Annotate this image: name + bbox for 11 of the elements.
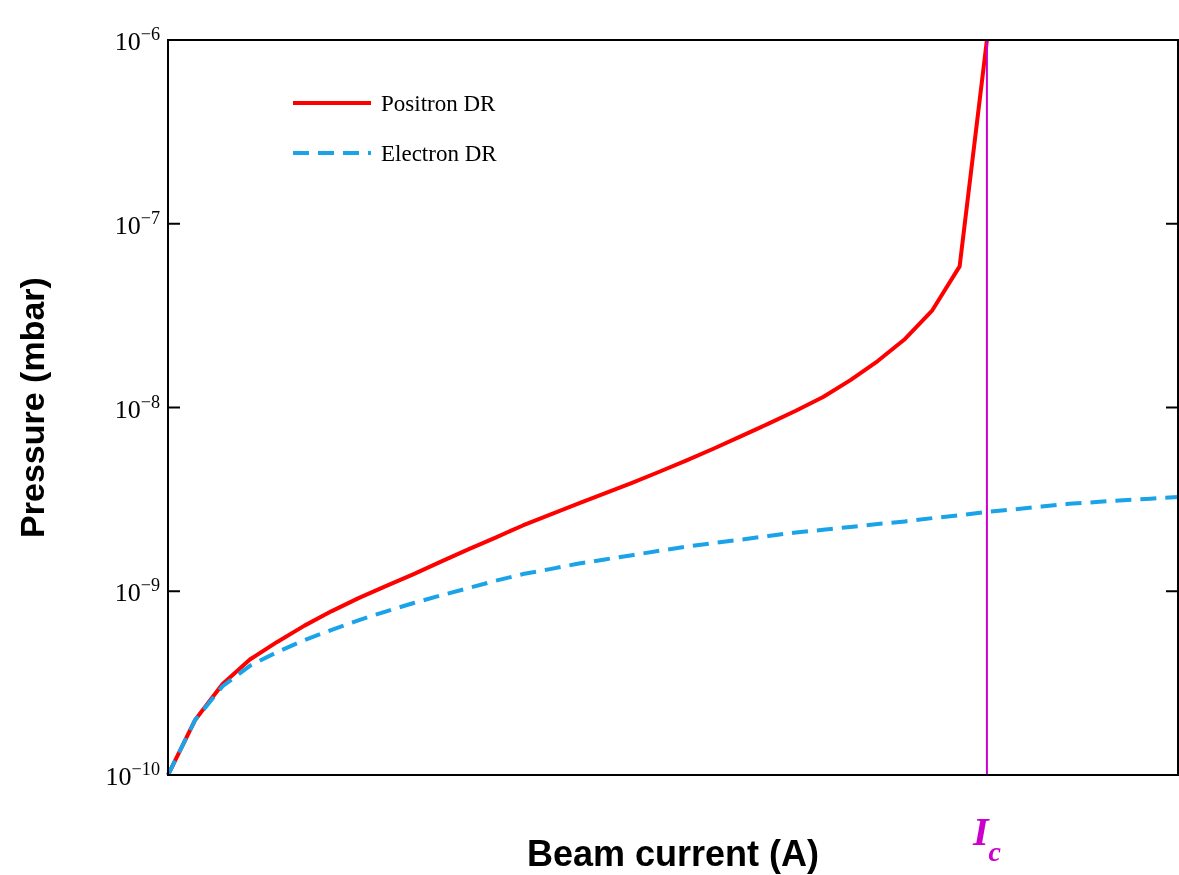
- y-tick-label: 10$^{−7}$: [114, 207, 160, 240]
- y-tick-label: 10$^{−8}$: [114, 391, 160, 424]
- y-tick-label: 10$^{−6}$: [114, 24, 160, 56]
- y-tick-label: 10$^{−9}$: [114, 575, 160, 608]
- line-series: [166, 494, 1179, 777]
- x-tick-label: I$_{c}$: [971, 809, 1002, 867]
- x-axis-title: Beam current (A): [526, 833, 820, 874]
- legend-label: Positron DR: [381, 91, 497, 116]
- y-tick-label: 10$^{−10}$: [105, 759, 160, 791]
- y-axis-title: Pressure (mbar): [13, 277, 51, 538]
- legend-label: Electron DR: [381, 141, 498, 166]
